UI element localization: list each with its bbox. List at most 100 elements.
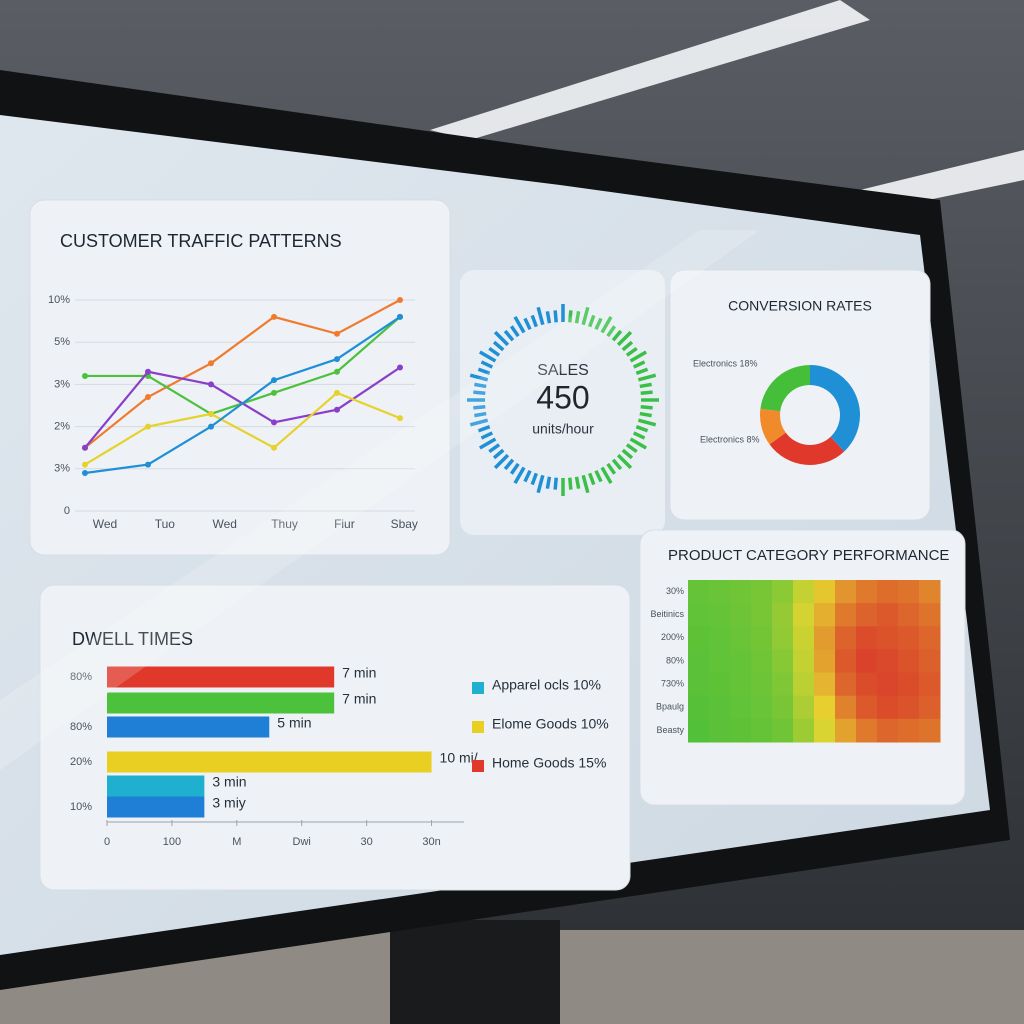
heat-cell [898, 695, 920, 720]
gauge-tick [492, 448, 505, 460]
bar [107, 796, 205, 818]
gauge-tick [581, 306, 590, 326]
heat-cell [793, 672, 815, 697]
gauge-tick [629, 437, 648, 450]
point [397, 297, 403, 303]
heat-cell [709, 580, 731, 604]
legend-swatch [472, 682, 484, 694]
gauge-tick [488, 346, 501, 357]
point [82, 470, 88, 477]
gauge-tick [473, 390, 486, 395]
legend-label: Apparel ocls 10% [492, 677, 601, 693]
heat-cell [688, 580, 710, 604]
heat-cell [919, 718, 941, 743]
line-series [84, 299, 401, 449]
gauge-tick [493, 330, 510, 347]
gauge-tick [600, 315, 613, 334]
heat-cell [709, 626, 731, 650]
point [334, 330, 340, 337]
ceiling-light [430, 0, 870, 140]
heat-cell [835, 603, 857, 627]
gauge-tick [632, 431, 646, 440]
chart-title: DWELL TIMES [72, 629, 193, 649]
y-tick-label: 30% [666, 586, 684, 596]
heat-cell [856, 718, 878, 743]
heat-cell [898, 580, 920, 604]
heat-cell [814, 649, 836, 674]
gauge-tick [477, 425, 491, 433]
heat-cell [814, 695, 836, 720]
heat-cell [751, 672, 773, 697]
point [397, 415, 403, 422]
annotation: Electronics 18% [693, 358, 758, 368]
value-label: 7 min [342, 665, 376, 681]
heat-cell [793, 603, 815, 627]
gauge-tick [606, 462, 617, 475]
heat-cell [772, 626, 794, 650]
heat-cell [688, 672, 710, 697]
heat-cell [856, 672, 878, 697]
gauge-tick [639, 411, 652, 418]
gauge-tick [545, 476, 552, 489]
heat-cell [709, 649, 731, 674]
gauge-tick [480, 360, 494, 369]
heat-cell [772, 603, 794, 627]
heat-cell [877, 718, 899, 743]
y-tick-label: 3% [54, 463, 70, 475]
gauge-tick [594, 469, 603, 483]
x-tick-label: Tuo [155, 517, 176, 531]
heat-cell [688, 695, 710, 720]
point [145, 394, 151, 401]
heat-cell [772, 672, 794, 697]
bar [107, 666, 335, 688]
heat-cell [688, 649, 710, 674]
point [82, 372, 88, 379]
heat-cell [751, 718, 773, 743]
kpi-value: 450 [536, 379, 589, 415]
heat-cell [856, 603, 878, 627]
point [208, 381, 214, 388]
x-tick-label: 30 [361, 836, 373, 848]
gauge-tick [568, 310, 573, 323]
point [208, 423, 214, 430]
heat-cell [877, 626, 899, 650]
y-tick-label: 80% [666, 655, 684, 665]
heat-cell [730, 649, 752, 674]
monitor-stand [390, 920, 560, 1024]
gauge-tick [474, 382, 487, 389]
heat-cell [877, 580, 899, 604]
value-label: 10 mi/ [440, 750, 478, 766]
heat-cell [856, 649, 878, 674]
y-tick-label: 10% [70, 801, 92, 813]
heat-cell [919, 672, 941, 697]
gauge-tick [594, 317, 603, 331]
chart-title: PRODUCT CATEGORY PERFORMANCE [668, 547, 949, 564]
gauge-tick [611, 458, 623, 471]
heat-cell [919, 695, 941, 720]
gauge-tick [581, 474, 590, 494]
gauge-tick [509, 325, 520, 338]
x-tick-label: 30n [422, 836, 440, 848]
heat-cell [793, 580, 815, 604]
heat-cell [856, 626, 878, 650]
heat-cell [877, 649, 899, 674]
point [208, 360, 214, 367]
y-tick-label: 80% [70, 721, 92, 733]
y-tick-label: Bpaulg [656, 702, 684, 712]
gauge-tick [469, 373, 489, 382]
gauge-tick [588, 472, 596, 486]
point [145, 461, 151, 468]
gauge-tick [637, 418, 657, 427]
heat-cell [877, 672, 899, 697]
gauge-tick [574, 311, 581, 324]
kpi-unit: units/hour [532, 421, 594, 437]
gauge-tick [480, 431, 494, 440]
heat-cell [814, 626, 836, 650]
point [82, 444, 88, 451]
legend-label: Home Goods 15% [492, 755, 606, 771]
gauge-tick [616, 453, 633, 470]
point [334, 406, 340, 413]
point [271, 419, 277, 426]
gauge-tick [503, 458, 515, 471]
